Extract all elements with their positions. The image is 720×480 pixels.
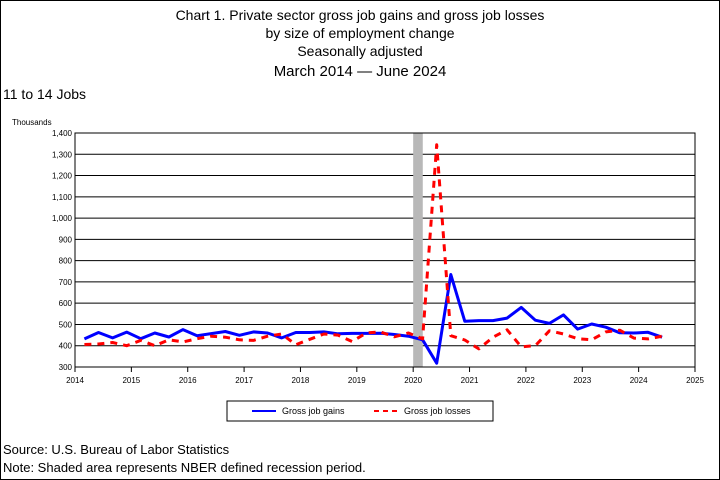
- y-tick-label: 300: [59, 363, 73, 372]
- recession-band: [413, 133, 423, 367]
- recession-shading: [413, 133, 423, 367]
- chart-title-line-1: Chart 1. Private sector gross job gains …: [175, 7, 545, 23]
- x-tick-label: 2016: [179, 376, 197, 385]
- chart-title-line-3: Seasonally adjusted: [297, 43, 423, 59]
- losses-line: [84, 143, 663, 351]
- y-tick-label: 900: [59, 235, 73, 244]
- y-tick-label: 1,300: [52, 150, 73, 159]
- gains-line: [83, 273, 663, 365]
- y-tick-label: 1,200: [52, 172, 73, 181]
- y-axis-units-label: Thousands: [12, 118, 52, 127]
- legend: Gross job gains Gross job losses: [226, 400, 494, 422]
- y-tick-label: 1,400: [52, 129, 73, 138]
- x-tick-label: 2018: [292, 376, 310, 385]
- y-tick-label: 700: [59, 278, 73, 287]
- x-tick-label: 2025: [686, 376, 704, 385]
- y-tick-label: 1,000: [52, 214, 73, 223]
- x-tick-label: 2022: [517, 376, 535, 385]
- legend-gains-label: Gross job gains: [282, 406, 345, 416]
- legend-losses-label: Gross job losses: [404, 406, 471, 416]
- plot-area-border: [74, 132, 696, 368]
- x-tick-label: 2020: [404, 376, 422, 385]
- x-tick-label: 2015: [122, 376, 140, 385]
- y-tick-label: 600: [59, 299, 73, 308]
- x-tick-label: 2014: [66, 376, 84, 385]
- x-tick-label: 2021: [461, 376, 479, 385]
- source-note: Source: U.S. Bureau of Labor Statistics: [3, 442, 230, 457]
- chart-title-line-4: March 2014 — June 2024: [273, 63, 447, 80]
- size-class-label: 11 to 14 Jobs: [3, 86, 87, 102]
- x-tick-label: 2019: [348, 376, 366, 385]
- x-tick-label: 2023: [573, 376, 591, 385]
- y-tick-label: 800: [59, 257, 73, 266]
- y-tick-label: 400: [59, 342, 73, 351]
- recession-note: Note: Shaded area represents NBER define…: [3, 460, 366, 475]
- series-lines: [83, 143, 663, 365]
- gridlines: [75, 132, 695, 368]
- legend-box: [226, 400, 494, 422]
- y-axis-ticks: 300 400 500 600 700 800 900 1,000 1,100 1,200 1,30…: [52, 129, 73, 372]
- x-tick-label: 2024: [630, 376, 648, 385]
- x-tick-label: 2017: [235, 376, 253, 385]
- chart-title-line-2: by size of employment change: [265, 25, 455, 41]
- x-axis-ticks: 2014 2015 2016 2017 2018 2019 2020 2021 2022 2023…: [66, 367, 704, 385]
- y-tick-label: 1,100: [52, 193, 73, 202]
- y-tick-label: 500: [59, 320, 73, 329]
